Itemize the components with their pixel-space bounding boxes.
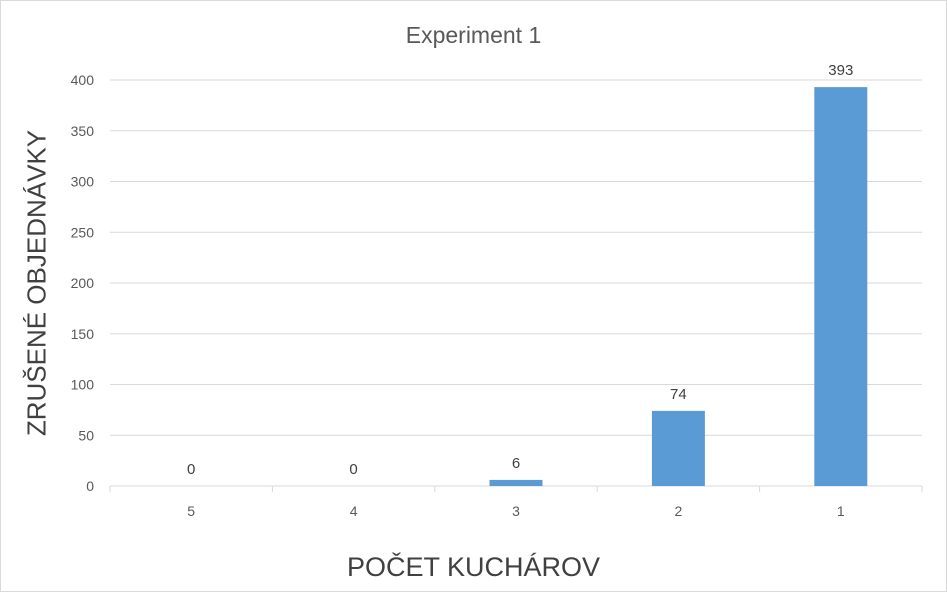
y-tick-label: 150 <box>71 326 95 342</box>
chart-title: Experiment 1 <box>405 22 542 48</box>
x-tick-label: 5 <box>187 503 195 519</box>
x-tick-label: 3 <box>512 503 520 519</box>
y-tick-label: 50 <box>78 427 94 443</box>
data-label: 0 <box>187 461 195 478</box>
x-axis-label: POČET KUCHÁROV <box>346 552 601 582</box>
y-tick-label: 0 <box>86 478 94 494</box>
x-tick-label: 2 <box>675 503 683 519</box>
y-tick-label: 200 <box>71 275 95 291</box>
x-tick-label: 4 <box>350 503 358 519</box>
data-label: 0 <box>349 461 357 478</box>
bar <box>814 87 868 486</box>
y-tick-label: 100 <box>71 377 95 393</box>
data-label: 6 <box>512 455 520 472</box>
y-tick-label: 250 <box>71 224 95 240</box>
y-tick-label: 400 <box>71 72 95 88</box>
y-tick-label: 300 <box>71 174 95 190</box>
x-tick-label: 1 <box>837 503 845 519</box>
bar <box>651 410 705 486</box>
data-label: 74 <box>670 386 687 403</box>
bar <box>489 479 543 486</box>
data-label: 393 <box>828 62 853 79</box>
y-tick-label: 350 <box>71 123 95 139</box>
